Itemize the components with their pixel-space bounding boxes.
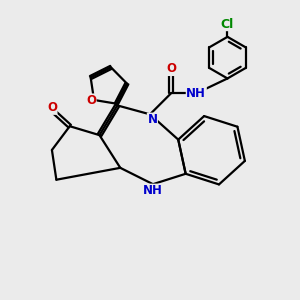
Text: Cl: Cl — [221, 18, 234, 31]
Text: O: O — [86, 94, 96, 107]
Text: NH: NH — [143, 184, 163, 197]
Text: N: N — [147, 113, 158, 126]
Text: NH: NH — [186, 87, 206, 100]
Text: O: O — [47, 101, 57, 114]
Text: O: O — [166, 62, 176, 75]
